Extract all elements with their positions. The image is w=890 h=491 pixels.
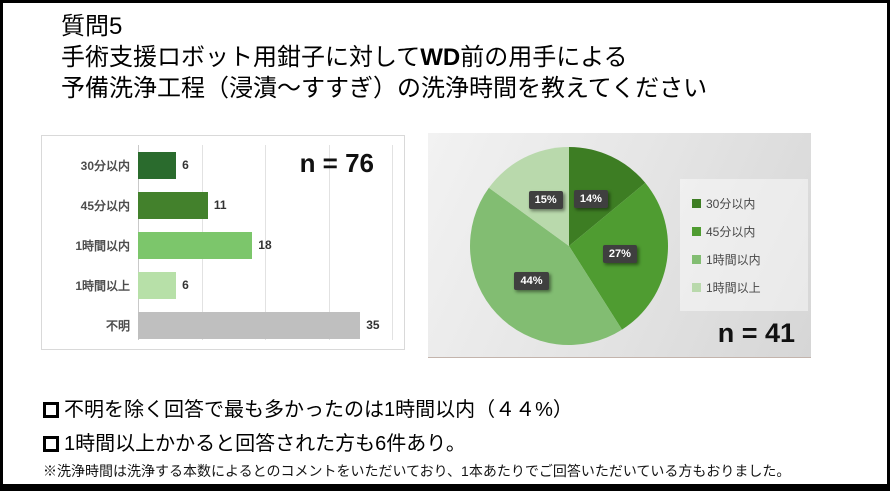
square-bullet-icon bbox=[43, 402, 59, 418]
pie-slice bbox=[469, 187, 622, 345]
bar-row: 30分以内 6 bbox=[42, 145, 392, 185]
bar bbox=[138, 231, 253, 259]
bar-track: 35 bbox=[138, 305, 392, 345]
slide-title: 質問5 手術支援ロボット用鉗子に対してWD前の用手による 予備洗浄工程（浸漬～す… bbox=[61, 11, 707, 104]
legend-label: 1時間以内 bbox=[706, 252, 761, 267]
finding-line-1: 不明を除く回答で最も多かったのは1時間以内（４４%） bbox=[43, 393, 573, 427]
title-line-2: 手術支援ロボット用鉗子に対してWD前の用手による bbox=[61, 44, 628, 71]
bar-row: 不明 35 bbox=[42, 305, 392, 345]
bar bbox=[138, 271, 177, 299]
bar bbox=[138, 151, 177, 179]
finding-text-1: 不明を除く回答で最も多かったのは1時間以内（４４%） bbox=[64, 399, 573, 421]
title-line-3: 予備洗浄工程（浸漬～すすぎ）の洗浄時間を教えてください bbox=[61, 75, 708, 102]
pie-legend: 30分以内 45分以内 1時間以内 1時間以上 bbox=[680, 179, 808, 311]
pie-data-label: 15% bbox=[528, 191, 563, 210]
title-line-1: 質問5 bbox=[61, 13, 123, 40]
legend-label: 45分以内 bbox=[706, 224, 756, 239]
bar-chart-n-label: n = 76 bbox=[299, 148, 374, 178]
square-bullet-icon bbox=[43, 436, 59, 452]
footnote: ※洗浄時間は洗浄する本数によるとのコメントをいただいており、1本あたりでご回答い… bbox=[43, 463, 791, 479]
bar-rows: 30分以内 6 45分以内 11 1時間以内 18 1時間以上 6 不明 35 bbox=[42, 145, 392, 345]
findings: 不明を除く回答で最も多かったのは1時間以内（４４%） 1時間以上かかると回答され… bbox=[43, 393, 573, 461]
bar-gridline bbox=[265, 145, 266, 340]
pie-data-label: 44% bbox=[514, 272, 549, 291]
legend-marker-icon bbox=[692, 254, 701, 264]
bar-track: 11 bbox=[138, 185, 392, 225]
bar-row: 1時間以内 18 bbox=[42, 225, 392, 265]
bar-value-label: 6 bbox=[182, 278, 189, 292]
bar-value-label: 35 bbox=[366, 318, 380, 332]
pie-chart-panel: 14% 27% 44% 15% 30分以内 45分以内 1時間以内 1時間以上 n = 41 bbox=[428, 133, 811, 358]
legend-item: 1時間以内 bbox=[692, 245, 808, 273]
finding-line-2: 1時間以上かかると回答された方も6件あり。 bbox=[43, 427, 573, 461]
legend-item: 45分以内 bbox=[692, 217, 808, 245]
bar-track: 6 bbox=[138, 145, 392, 185]
pie-labels-layer: 14% 27% 44% 15% bbox=[428, 133, 688, 358]
bar-category-label: 45分以内 bbox=[80, 198, 130, 213]
legend-marker-icon bbox=[692, 198, 701, 208]
finding-text-2: 1時間以上かかると回答された方も6件あり。 bbox=[64, 433, 466, 455]
bar-value-label: 18 bbox=[258, 238, 272, 252]
bar-track: 18 bbox=[138, 225, 392, 265]
bar bbox=[138, 311, 361, 339]
pie-chart-n-label: n = 41 bbox=[717, 318, 795, 348]
bar bbox=[138, 191, 208, 219]
pie-data-label: 27% bbox=[602, 245, 637, 264]
bar-row: 1時間以上 6 bbox=[42, 265, 392, 305]
bar-category-label: 1時間以内 bbox=[75, 238, 130, 253]
bar-track: 6 bbox=[138, 265, 392, 305]
bar-gridline bbox=[328, 145, 330, 340]
legend-marker-icon bbox=[692, 226, 701, 236]
bar-category-label: 不明 bbox=[105, 318, 130, 333]
bar-chart-panel: 30分以内 6 45分以内 11 1時間以内 18 1時間以上 6 不明 35 n = 76 bbox=[41, 135, 405, 350]
bar-category-label: 30分以内 bbox=[80, 158, 130, 173]
bar-category-label: 1時間以上 bbox=[75, 278, 130, 293]
pie-data-label: 14% bbox=[573, 190, 608, 209]
legend-item: 1時間以上 bbox=[692, 273, 808, 301]
bar-value-label: 6 bbox=[182, 158, 189, 172]
bar-row: 45分以内 11 bbox=[42, 185, 392, 225]
legend-label: 30分以内 bbox=[706, 196, 756, 211]
legend-marker-icon bbox=[692, 282, 701, 292]
legend-item: 30分以内 bbox=[692, 189, 808, 217]
bar-value-label: 11 bbox=[213, 198, 227, 212]
bar-gridline bbox=[392, 145, 393, 340]
legend-label: 1時間以上 bbox=[706, 280, 761, 295]
